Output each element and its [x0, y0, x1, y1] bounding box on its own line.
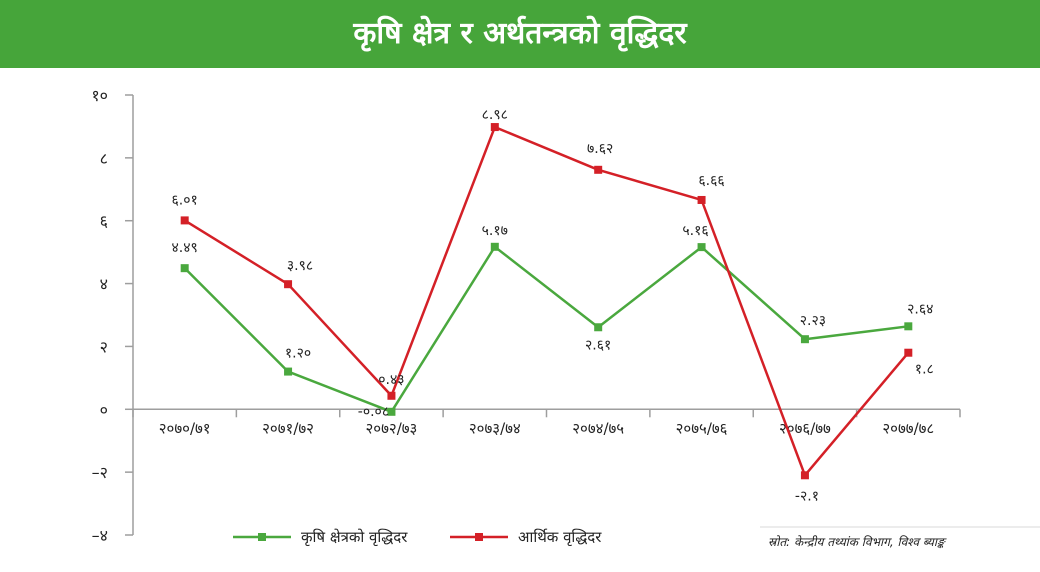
data-label: ४.४९ — [172, 240, 198, 256]
data-label: १.८ — [915, 362, 934, 378]
data-point — [697, 243, 706, 252]
data-point — [490, 242, 499, 251]
legend-marker — [475, 533, 483, 541]
series-line-1 — [183, 245, 909, 414]
legend-marker — [258, 533, 266, 541]
data-point — [697, 195, 706, 204]
y-tick-label: २ — [100, 337, 108, 356]
y-tick-label: –४ — [92, 526, 108, 545]
series-line-2 — [184, 125, 910, 477]
source-note: स्रोत: केन्द्रीय तथ्यांक विभाग, विश्व ब्… — [768, 535, 947, 549]
x-tick-label: २०७६/७७ — [779, 419, 831, 437]
data-point — [594, 323, 603, 332]
data-label: ६.६६ — [698, 173, 724, 189]
x-tick-label: २०७३/७४ — [469, 419, 521, 437]
legend-label: कृषि क्षेत्रको वृद्धिदर — [301, 528, 408, 547]
title-banner — [0, 0, 1040, 68]
data-label: २.२३ — [800, 313, 826, 329]
data-label: ५.१६ — [682, 223, 708, 239]
data-point — [284, 280, 293, 289]
data-label: २.६१ — [585, 337, 611, 353]
legend-label: आर्थिक वृद्धिदर — [518, 528, 602, 547]
data-point — [800, 335, 809, 344]
data-label: ८.९८ — [482, 107, 508, 123]
data-label: ७.६२ — [587, 141, 613, 157]
data-label: ६.०१ — [172, 192, 198, 208]
chart-title: कृषि क्षेत्र र अर्थतन्त्रको वृद्धिदर — [353, 16, 687, 51]
y-tick-label: ४ — [100, 275, 108, 294]
data-label: ३.९८ — [287, 258, 313, 274]
x-tick-label: २०७१/७२ — [262, 419, 314, 437]
y-tick-label: ८ — [100, 149, 108, 168]
data-point — [387, 391, 396, 400]
data-point — [180, 216, 189, 225]
data-point — [490, 123, 499, 132]
data-label: १.२० — [285, 346, 311, 362]
y-tick-label: –२ — [92, 463, 108, 482]
y-tick-label: १० — [91, 86, 108, 105]
x-tick-label: २०७२/७३ — [366, 419, 418, 437]
data-point — [800, 471, 809, 480]
data-point — [180, 264, 189, 273]
x-tick-label: २०७७/७८ — [882, 419, 934, 437]
data-point — [284, 367, 293, 376]
data-point — [594, 165, 603, 174]
data-point — [904, 348, 913, 357]
data-label: ०.४३ — [378, 372, 404, 388]
y-tick-label: ६ — [100, 212, 108, 231]
data-label: -२.१ — [795, 488, 819, 504]
data-point — [387, 407, 396, 416]
data-label: -०.०८ — [358, 404, 389, 420]
x-tick-label: २०७५/७६ — [676, 419, 728, 437]
x-tick-label: २०७०/७१ — [159, 419, 211, 437]
data-label: २.६४ — [907, 301, 933, 317]
data-label: ५.१७ — [482, 223, 508, 239]
x-tick-label: २०७४/७५ — [572, 419, 624, 437]
data-point — [904, 322, 913, 331]
y-tick-label: ० — [100, 400, 108, 419]
